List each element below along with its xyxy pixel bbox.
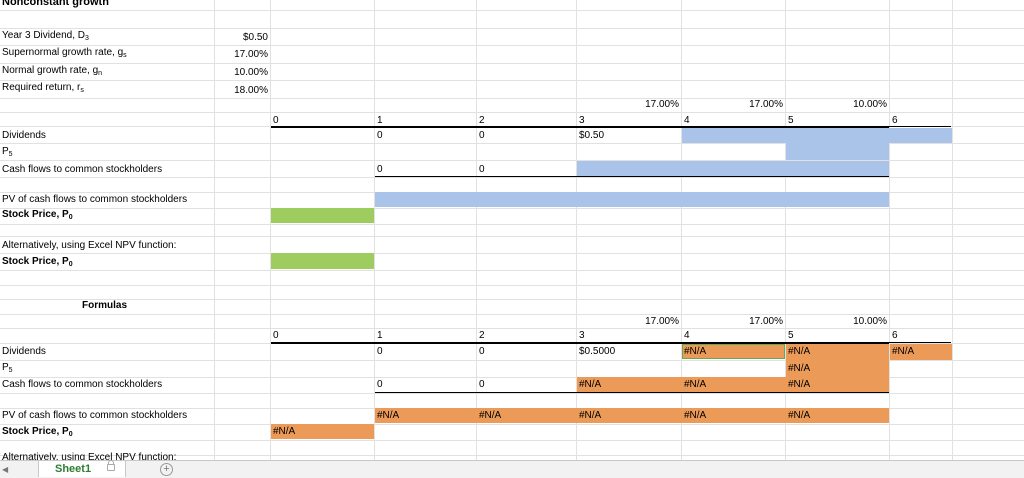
period-1: 1	[377, 115, 383, 126]
sheet-tab-bar: ◀ Sheet1 +	[0, 460, 1024, 478]
f-cf-4[interactable]: #N/A	[684, 379, 707, 390]
f-p5-value[interactable]: #N/A	[788, 363, 811, 374]
period-2: 2	[479, 115, 485, 126]
rs-value[interactable]: 18.00%	[234, 85, 268, 96]
f-rate-1: 17.00%	[645, 316, 679, 327]
f-dividend-6[interactable]: #N/A	[892, 346, 915, 357]
f-cf-3[interactable]: #N/A	[579, 379, 602, 390]
f-dividend-1[interactable]: 0	[377, 346, 383, 357]
rate-1: 17.00%	[645, 99, 679, 110]
rate-3: 10.00%	[853, 99, 887, 110]
gs-label: Supernormal growth rate, gs	[2, 47, 127, 59]
f-rate-2: 17.00%	[749, 316, 783, 327]
add-sheet-icon[interactable]: +	[160, 463, 173, 476]
blue-fill-cashflow	[577, 161, 889, 176]
f-cf-label: Cash flows to common stockholders	[2, 379, 163, 390]
f-period-2: 2	[479, 330, 485, 341]
d3-label: Year 3 Dividend, D3	[2, 30, 89, 42]
f-period-3: 3	[579, 330, 585, 341]
period-5: 5	[788, 115, 794, 126]
f-dividend-3[interactable]: $0.5000	[579, 346, 616, 357]
rate-2: 17.00%	[749, 99, 783, 110]
f-cf-1[interactable]: 0	[377, 379, 383, 390]
green-fill-alt-price	[271, 253, 374, 269]
cf-2[interactable]: 0	[479, 164, 485, 175]
d3-value[interactable]: $0.50	[242, 32, 268, 43]
f-rate-3: 10.00%	[853, 316, 887, 327]
alt-price-label: Stock Price, P0	[2, 256, 73, 268]
spreadsheet-grid[interactable]: Nonconstant growth Year 3 Dividend, D3 $…	[0, 0, 1024, 460]
p5-label: P5	[2, 146, 13, 158]
price-label: Stock Price, P0	[2, 209, 73, 221]
gs-value[interactable]: 17.00%	[234, 49, 268, 60]
cf-1[interactable]: 0	[377, 164, 383, 175]
f-period-6: 6	[892, 330, 898, 341]
green-fill-price	[271, 208, 374, 223]
dividend-2[interactable]: 0	[479, 130, 485, 141]
f-dividend-5[interactable]: #N/A	[788, 346, 811, 357]
blue-fill-p5	[786, 143, 889, 160]
pv-label: PV of cash flows to common stockholders	[2, 194, 188, 205]
f-dividend-4[interactable]: #N/A	[684, 346, 707, 357]
orange-fill-div-5	[786, 344, 889, 360]
f-dividend-2[interactable]: 0	[479, 346, 485, 357]
f-price-value[interactable]: #N/A	[273, 426, 296, 437]
period-3: 3	[579, 115, 585, 126]
gn-label: Normal growth rate, gn	[2, 65, 103, 77]
f-pv-1[interactable]: #N/A	[377, 410, 400, 421]
f-cf-2[interactable]: 0	[479, 379, 485, 390]
f-period-0: 0	[273, 330, 279, 341]
orange-fill-pv	[375, 408, 889, 423]
f-period-1: 1	[377, 330, 383, 341]
f-price-label: Stock Price, P0	[2, 426, 73, 438]
f-period-4: 4	[684, 330, 690, 341]
scroll-left-icon[interactable]: ◀	[2, 465, 9, 474]
dividend-3[interactable]: $0.50	[579, 130, 605, 141]
f-cf-5[interactable]: #N/A	[788, 379, 811, 390]
period-4: 4	[684, 115, 690, 126]
orange-fill-cf	[577, 377, 889, 392]
blue-fill-pv	[375, 192, 889, 207]
period-6: 6	[892, 115, 898, 126]
orange-fill-price	[271, 424, 374, 439]
f-pv-3[interactable]: #N/A	[579, 410, 602, 421]
f-pv-5[interactable]: #N/A	[788, 410, 811, 421]
f-pv-2[interactable]: #N/A	[479, 410, 502, 421]
f-dividends-label: Dividends	[2, 346, 46, 357]
formulas-heading: Formulas	[82, 300, 128, 311]
dividend-1[interactable]: 0	[377, 130, 383, 141]
cf-label: Cash flows to common stockholders	[2, 164, 163, 175]
orange-fill-div-4	[682, 344, 785, 359]
f-p5-label: P5	[2, 362, 13, 374]
sheet-tab-label: Sheet1	[55, 463, 92, 475]
orange-fill-p5	[786, 360, 889, 377]
rs-label: Required return, rs	[2, 82, 84, 94]
f-cut-label: Alternatively, using Excel NPV function:	[2, 452, 177, 460]
f-period-5: 5	[788, 330, 794, 341]
lock-icon	[107, 460, 115, 471]
period-0: 0	[273, 115, 279, 126]
f-pv-4[interactable]: #N/A	[684, 410, 707, 421]
gn-value[interactable]: 10.00%	[234, 67, 268, 78]
blue-fill-dividends	[682, 128, 952, 143]
dividends-label: Dividends	[2, 130, 46, 141]
f-pv-label: PV of cash flows to common stockholders	[2, 410, 188, 421]
orange-fill-div-6	[890, 344, 952, 360]
sheet-title: Nonconstant growth	[2, 0, 109, 8]
sheet-tab-sheet1[interactable]: Sheet1	[38, 460, 126, 477]
alt-label: Alternatively, using Excel NPV function:	[2, 240, 177, 251]
